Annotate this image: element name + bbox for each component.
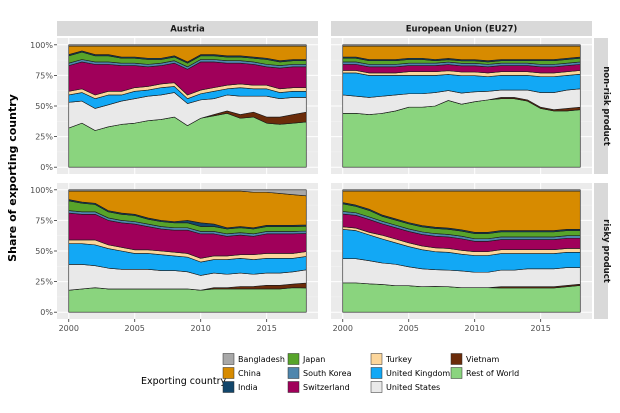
legend-label-united-states: United States	[386, 383, 440, 392]
legend-label-turkey: Turkey	[385, 355, 412, 364]
y-tick-label: 0%	[40, 163, 53, 172]
y-tick-label: 75%	[35, 216, 53, 225]
legend-key-united-states	[370, 381, 383, 393]
legend-item-china: China	[222, 367, 261, 379]
y-tick-label: 25%	[35, 133, 53, 142]
area-bangladesh	[68, 44, 307, 47]
x-tick-label: 2010	[191, 324, 211, 333]
legend-item-rest-of-world: Rest of World	[450, 367, 519, 379]
legend-item-bangladesh: Bangladesh	[222, 353, 285, 365]
y-tick-label: 25%	[35, 278, 53, 287]
legend-label-bangladesh: Bangladesh	[238, 355, 285, 364]
legend-key-united-kingdom	[370, 367, 383, 379]
legend-item-vietnam: Vietnam	[450, 353, 500, 365]
legend-key-bangladesh	[222, 353, 235, 365]
legend-item-japan: Japan	[287, 353, 325, 365]
x-tick-label: 2005	[399, 324, 419, 333]
legend-label-united-kingdom: United Kingdom	[386, 369, 450, 378]
facet-label-european-union-eu27: European Union (EU27)	[406, 25, 518, 35]
facet-label-non-risk-product: non-risk product	[601, 66, 611, 146]
legend-item-united-kingdom: United Kingdom	[370, 367, 450, 379]
area-china	[342, 45, 581, 62]
legend-key-vietnam	[450, 353, 463, 365]
legend-item-switzerland: Switzerland	[287, 381, 350, 393]
panel-european-union-eu27-risky-product	[331, 183, 592, 319]
legend-label-south-korea: South Korea	[303, 369, 352, 378]
area-bangladesh	[68, 189, 307, 197]
legend-key-turkey	[370, 353, 383, 365]
legend-label-rest-of-world: Rest of World	[466, 369, 519, 378]
x-tick-label: 2015	[530, 324, 550, 333]
y-tick-label: 75%	[35, 71, 53, 80]
panel-european-union-eu27-non-risk-product	[331, 38, 592, 174]
x-tick-label: 2005	[125, 324, 145, 333]
facet-strip-austria	[57, 21, 318, 36]
legend-title: Exporting country	[141, 376, 227, 387]
area-layers	[68, 189, 307, 313]
facet-strip-european-union-eu27	[331, 21, 592, 36]
panel-austria-non-risk-product	[57, 38, 318, 174]
area-bangladesh	[342, 44, 581, 47]
y-axis-title: Share of exporting country	[6, 94, 19, 262]
area-rest-of-world	[68, 287, 307, 313]
facet-strip-risky-product	[594, 183, 608, 319]
panel-austria-risky-product	[57, 183, 318, 319]
legend-item-turkey: Turkey	[370, 353, 412, 365]
legend-label-switzerland: Switzerland	[303, 383, 350, 392]
area-layers	[68, 44, 307, 168]
legend-key-rest-of-world	[450, 367, 463, 379]
x-tick-label: 2015	[256, 324, 276, 333]
legend: Exporting country Bangladesh China India Jap…	[141, 353, 519, 393]
y-tick-label: 50%	[35, 102, 53, 111]
y-tick-label: 50%	[35, 247, 53, 256]
legend-item-united-states: United States	[370, 381, 440, 393]
x-tick-label: 2000	[333, 324, 353, 333]
legend-label-vietnam: Vietnam	[466, 355, 500, 364]
x-tick-label: 2000	[59, 324, 79, 333]
y-tick-label: 100%	[30, 41, 53, 50]
x-tick-label: 2010	[465, 324, 485, 333]
legend-label-india: India	[238, 383, 258, 392]
legend-item-south-korea: South Korea	[287, 367, 352, 379]
area-bangladesh	[342, 189, 581, 192]
facet-label-risky-product: risky product	[601, 219, 611, 283]
facet-label-austria: Austria	[170, 25, 205, 35]
facet-strip-non-risk-product	[594, 38, 608, 174]
legend-key-south-korea	[287, 367, 300, 379]
y-tick-label: 100%	[30, 186, 53, 195]
area-layers	[342, 189, 581, 313]
legend-key-india	[222, 381, 235, 393]
legend-label-japan: Japan	[302, 355, 325, 364]
legend-key-china	[222, 367, 235, 379]
legend-key-switzerland	[287, 381, 300, 393]
legend-key-japan	[287, 353, 300, 365]
legend-label-china: China	[238, 369, 261, 378]
legend-item-india: India	[222, 381, 258, 393]
y-tick-label: 0%	[40, 308, 53, 317]
area-layers	[342, 44, 581, 168]
